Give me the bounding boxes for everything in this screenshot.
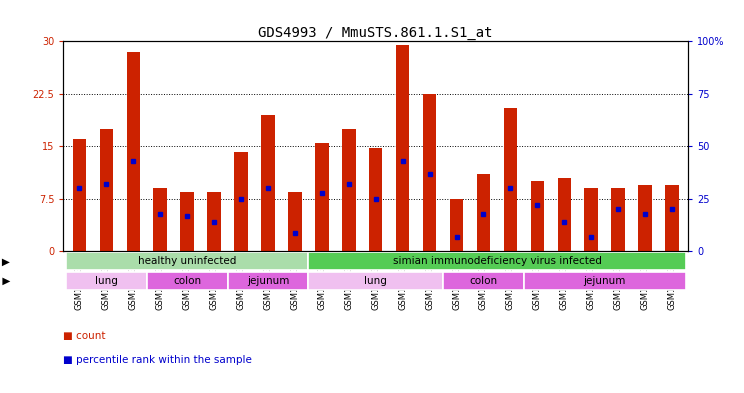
Text: lung: lung (95, 276, 118, 286)
Bar (153, 188, 167, 252)
Bar (308, 272, 443, 290)
Bar (261, 115, 275, 252)
Text: colon: colon (469, 276, 498, 286)
Bar (181, 192, 194, 252)
Bar (477, 174, 490, 252)
Bar (450, 199, 464, 252)
Bar (73, 140, 86, 252)
Bar (147, 272, 228, 290)
Bar (665, 185, 679, 252)
Bar (234, 152, 248, 252)
Bar (612, 188, 625, 252)
Bar (208, 192, 221, 252)
Bar (308, 252, 685, 270)
Text: ■ percentile rank within the sample: ■ percentile rank within the sample (63, 354, 252, 365)
Bar (66, 272, 147, 290)
Bar (504, 108, 517, 252)
Text: infection ▶: infection ▶ (0, 256, 10, 266)
Text: tissue ▶: tissue ▶ (0, 276, 10, 286)
Text: healthy uninfected: healthy uninfected (138, 256, 237, 266)
Bar (228, 272, 308, 290)
Bar (342, 129, 356, 252)
Bar (443, 272, 524, 290)
Title: GDS4993 / MmuSTS.861.1.S1_at: GDS4993 / MmuSTS.861.1.S1_at (258, 26, 493, 40)
Bar (126, 52, 140, 252)
Bar (66, 252, 308, 270)
Bar (557, 178, 571, 252)
Text: simian immunodeficiency virus infected: simian immunodeficiency virus infected (393, 256, 601, 266)
Text: colon: colon (173, 276, 201, 286)
Bar (100, 129, 113, 252)
Bar (638, 185, 652, 252)
Text: ■ count: ■ count (63, 331, 106, 341)
Bar (288, 192, 301, 252)
Bar (315, 143, 329, 252)
Bar (423, 94, 436, 252)
Bar (524, 272, 685, 290)
Bar (396, 45, 409, 252)
Text: jejunum: jejunum (247, 276, 289, 286)
Text: jejunum: jejunum (583, 276, 626, 286)
Text: lung: lung (365, 276, 387, 286)
Bar (530, 181, 544, 252)
Bar (585, 188, 598, 252)
Bar (369, 149, 382, 252)
